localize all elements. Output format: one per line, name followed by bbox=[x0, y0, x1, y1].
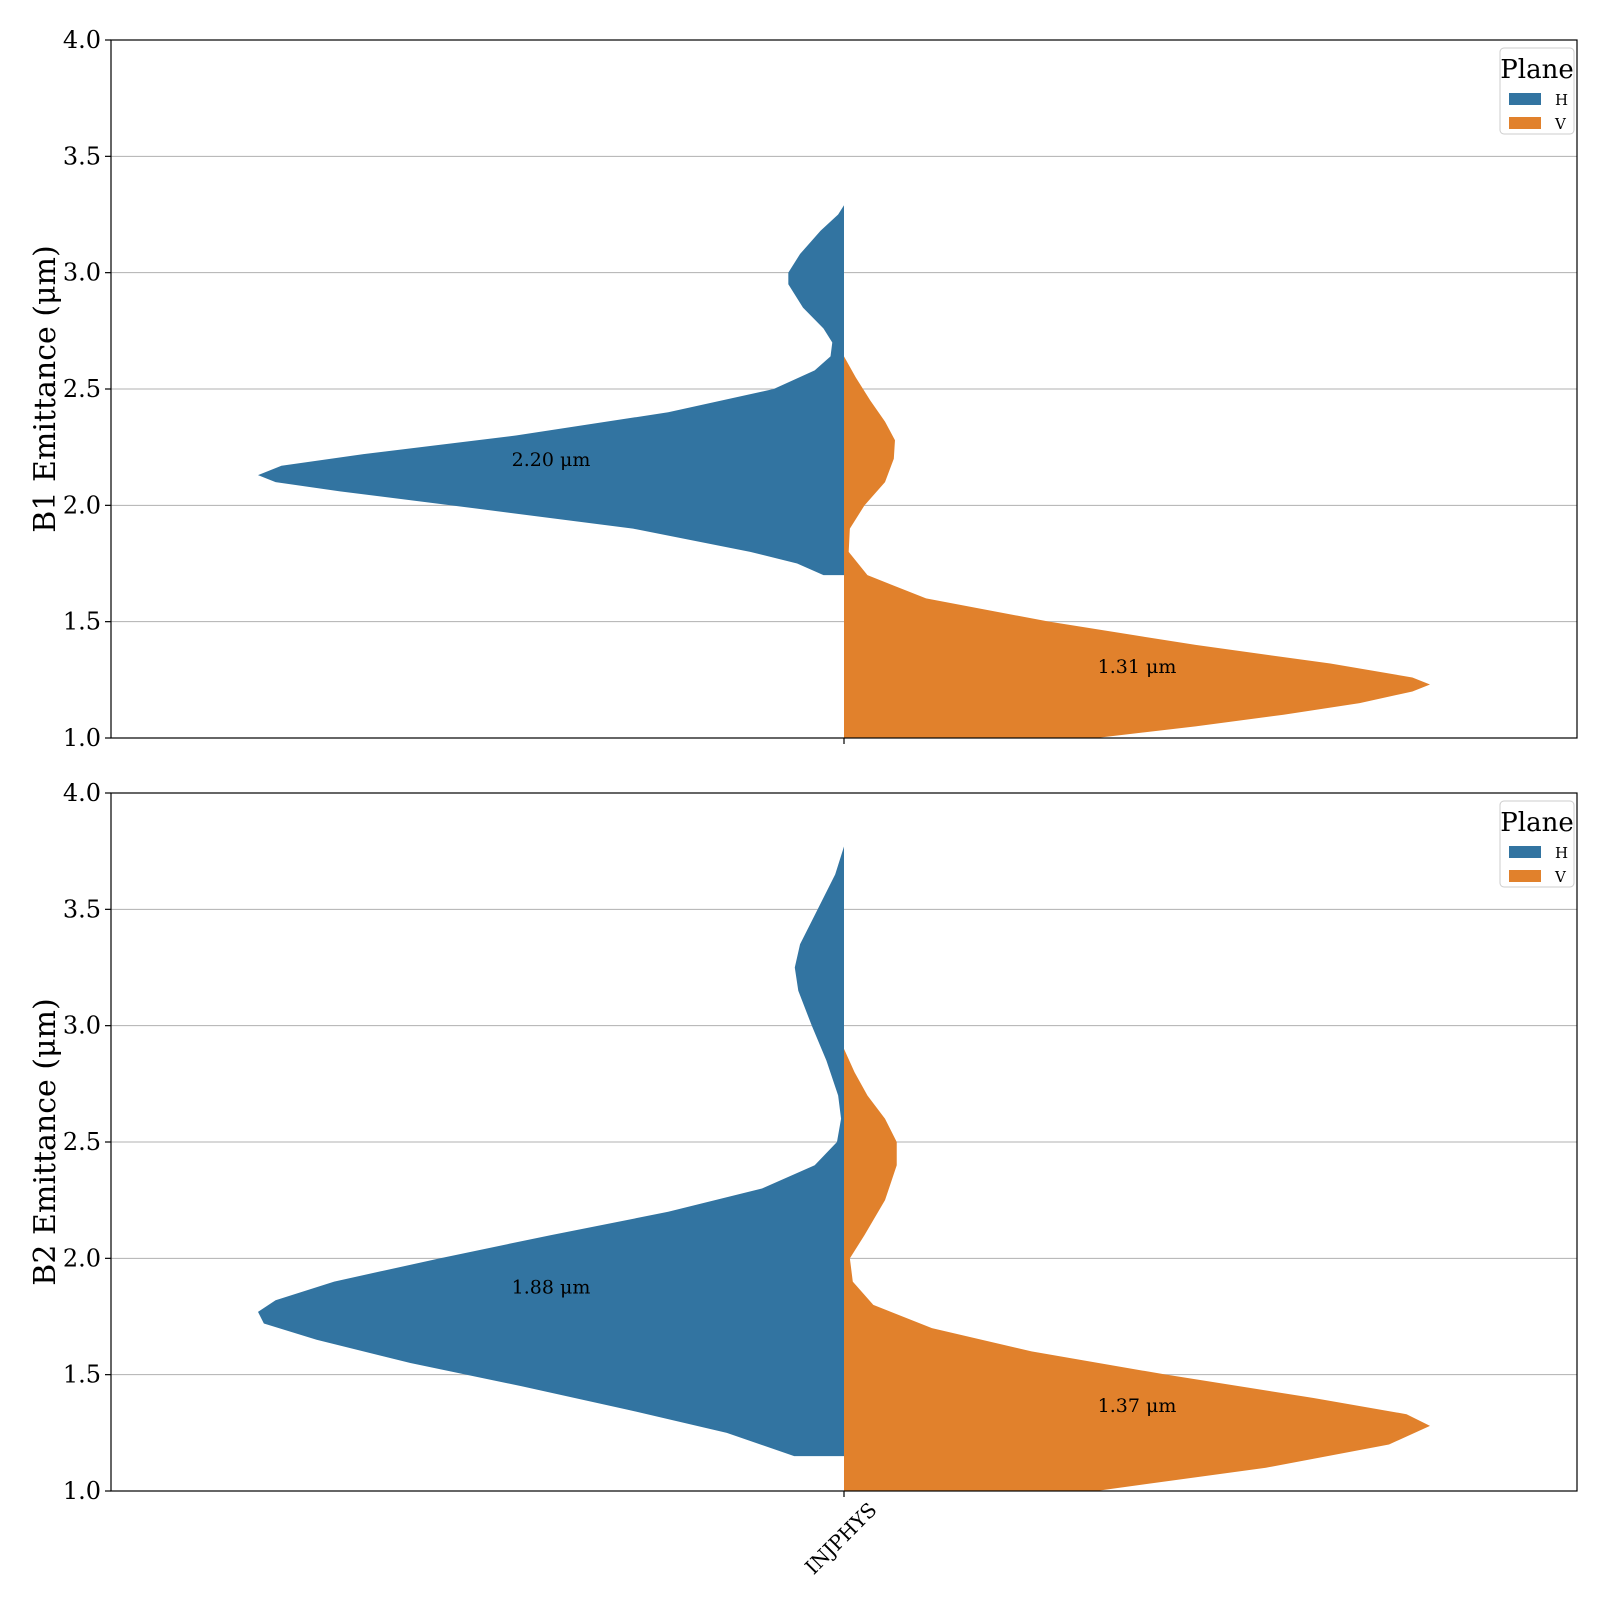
median-label-h: 2.20 μm bbox=[512, 449, 591, 471]
y-tick-label: 3.5 bbox=[63, 895, 101, 923]
y-tick-label: 2.5 bbox=[63, 375, 101, 403]
y-tick-label: 1.5 bbox=[63, 1361, 101, 1389]
y-tick-label: 4.0 bbox=[63, 779, 101, 807]
y-axis-title: B1 Emittance (μm) bbox=[28, 245, 63, 532]
legend-swatch-v bbox=[1509, 870, 1541, 882]
y-tick-label: 1.0 bbox=[63, 724, 101, 752]
violin-h bbox=[258, 846, 844, 1457]
legend-title: Plane bbox=[1500, 808, 1573, 838]
legend-swatch-h bbox=[1509, 93, 1541, 105]
violin-h bbox=[258, 205, 844, 576]
legend-box bbox=[1499, 800, 1575, 888]
y-tick-label: 4.0 bbox=[63, 26, 101, 54]
median-label-h: 1.88 μm bbox=[512, 1276, 591, 1298]
legend-swatch-h bbox=[1509, 846, 1541, 858]
x-tick-label: INJPHYS bbox=[800, 1498, 881, 1579]
legend-label-v: V bbox=[1554, 115, 1567, 133]
legend: Plane HV bbox=[1499, 800, 1575, 888]
violin-v bbox=[844, 1048, 1430, 1491]
violin-v bbox=[844, 356, 1430, 738]
y-tick-label: 3.0 bbox=[63, 259, 101, 287]
legend-box bbox=[1499, 47, 1575, 135]
legend-label-h: H bbox=[1555, 844, 1568, 862]
legend: Plane HV bbox=[1499, 47, 1575, 135]
legend-title: Plane bbox=[1500, 55, 1573, 85]
y-tick-label: 2.0 bbox=[63, 1244, 101, 1272]
y-tick-label: 2.0 bbox=[63, 491, 101, 519]
y-tick-label: 1.5 bbox=[63, 608, 101, 636]
y-axis-title: B2 Emittance (μm) bbox=[28, 998, 63, 1285]
y-tick-label: 1.0 bbox=[63, 1477, 101, 1505]
legend-label-v: V bbox=[1554, 868, 1567, 886]
legend-label-h: H bbox=[1555, 91, 1568, 109]
violins bbox=[258, 205, 1430, 738]
y-tick-label: 3.5 bbox=[63, 142, 101, 170]
panel-2: 1.88 μm 1.37 μm 1.0 1.5 2.0 2.5 3.0 3.5 4.0 INJPH… bbox=[28, 779, 1578, 1579]
y-tick-label: 2.5 bbox=[63, 1128, 101, 1156]
panel-1: 2.20 μm 1.31 μm 1.0 1.5 2.0 2.5 3.0 3.5 4.0 B1 Em… bbox=[28, 26, 1578, 752]
legend-swatch-v bbox=[1509, 117, 1541, 129]
median-label-v: 1.31 μm bbox=[1098, 656, 1177, 678]
violins bbox=[258, 846, 1430, 1491]
y-tick-label: 3.0 bbox=[63, 1012, 101, 1040]
median-label-v: 1.37 μm bbox=[1098, 1395, 1177, 1417]
